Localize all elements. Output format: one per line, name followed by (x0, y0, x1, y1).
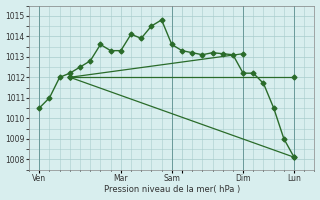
X-axis label: Pression niveau de la mer( hPa ): Pression niveau de la mer( hPa ) (104, 185, 240, 194)
